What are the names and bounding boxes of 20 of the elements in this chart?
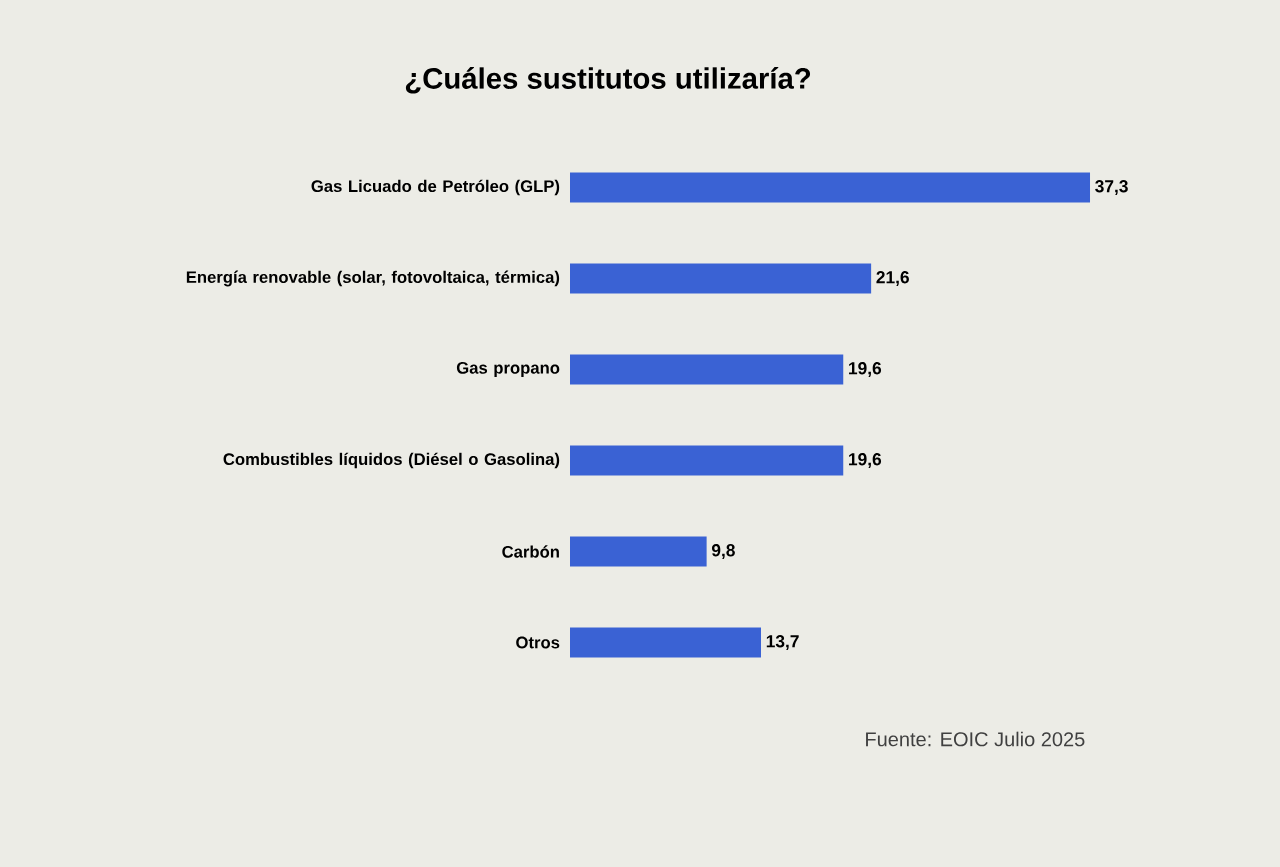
data-label: 9,8 <box>711 544 735 559</box>
y-tick-label: Carbón <box>502 545 559 558</box>
bar <box>570 536 707 567</box>
y-tick-label: Gas propano <box>456 361 560 378</box>
y-tick-label: Otros <box>516 636 560 649</box>
y-tick-label: Gas Licuado de Petróleo (GLP) <box>311 179 560 196</box>
y-tick-label: Energía renovable (solar, fotovoltaica, térmica) <box>186 270 560 287</box>
data-label: 21,6 <box>876 271 909 286</box>
bar <box>570 445 844 476</box>
bar <box>570 627 761 658</box>
data-label: 19,6 <box>849 362 882 377</box>
data-label: 19,6 <box>849 453 882 468</box>
data-label: 13,7 <box>766 635 799 650</box>
bar <box>570 354 844 385</box>
bar <box>570 172 1091 203</box>
data-label: 37,3 <box>1095 180 1128 195</box>
source-note: Fuente: EOIC Julio 2025 <box>866 731 1085 747</box>
chart-title: ¿Cuáles sustitutos utilizaría? <box>405 67 811 94</box>
y-tick-label: Combustibles líquidos (Diésel o Gasolina) <box>223 452 560 469</box>
bar <box>570 263 872 294</box>
